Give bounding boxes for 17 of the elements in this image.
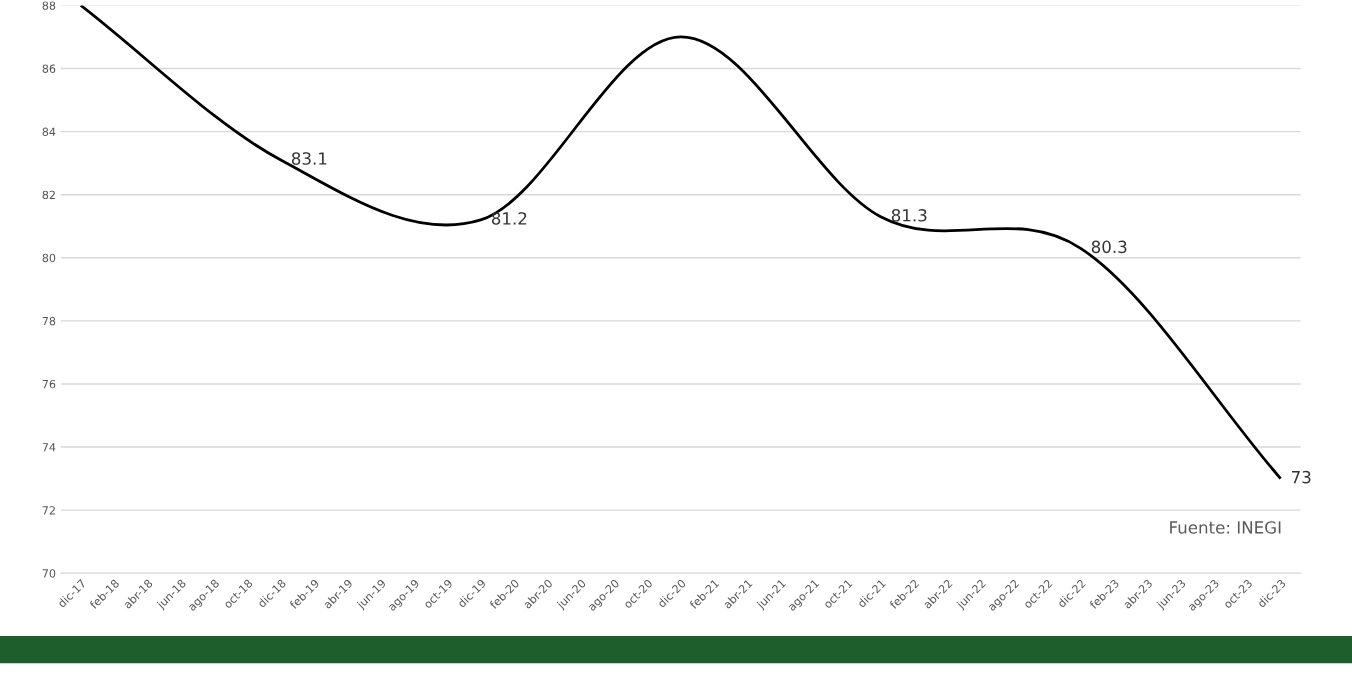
y-tick-label: 88 (42, 1, 56, 10)
y-tick-label: 74 (42, 443, 56, 452)
y-tick-label: 76 (42, 379, 56, 389)
y-tick-label: 72 (42, 506, 55, 515)
y-tick-label: 82 (42, 190, 55, 200)
line-series (79, 5, 1283, 480)
data-label: 80.3 (1091, 240, 1127, 254)
y-tick-label: 80 (42, 253, 56, 263)
y-tick-label: 78 (42, 316, 56, 326)
data-label: 83.1 (291, 152, 327, 165)
data-label: 73 (1291, 470, 1311, 484)
y-tick-label: 86 (42, 64, 56, 73)
y-tick-label: 84 (42, 127, 56, 136)
data-label: 81.2 (491, 212, 527, 225)
y-tick-label: 70 (42, 569, 56, 578)
annotation: Fuente: INEGI (1170, 521, 1281, 534)
data-label: 81.3 (891, 209, 927, 222)
